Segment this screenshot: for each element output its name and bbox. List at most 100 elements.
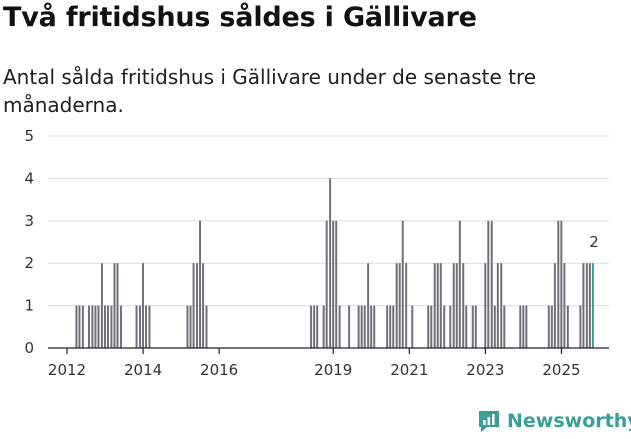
bar [449, 305, 452, 348]
bar [316, 305, 319, 348]
bar [395, 263, 398, 348]
bar [87, 305, 90, 348]
bar [519, 305, 522, 348]
bar [496, 263, 499, 348]
bar [138, 305, 141, 348]
bar [430, 305, 433, 348]
brand-name: Newsworthy [507, 410, 631, 432]
bar [78, 305, 81, 348]
bar [75, 305, 78, 348]
bar [94, 305, 97, 348]
bar [335, 220, 338, 348]
bar [484, 263, 487, 348]
x-tick-label: 2023 [466, 361, 504, 379]
bar [490, 220, 493, 348]
newsworthy-brand[interactable]: Newsworthy [476, 408, 631, 434]
bar [110, 305, 113, 348]
bar [503, 305, 506, 348]
x-tick-label: 2012 [48, 361, 86, 379]
bar [452, 263, 455, 348]
x-tick-label: 2014 [124, 361, 162, 379]
bar [360, 305, 363, 348]
bar [579, 305, 582, 348]
bar [462, 263, 465, 348]
chart-subtitle: Antal sålda fritidshus i Gällivare under… [3, 65, 537, 117]
bar [367, 263, 370, 348]
bar [322, 305, 325, 348]
bar [81, 305, 84, 348]
bar [465, 305, 468, 348]
bar [192, 263, 195, 348]
bar [202, 263, 205, 348]
bar [398, 263, 401, 348]
bar [401, 220, 404, 348]
bar [439, 263, 442, 348]
bar [145, 305, 148, 348]
bar [553, 263, 556, 348]
y-tick-label: 0 [24, 339, 34, 357]
bar [493, 305, 496, 348]
bar [97, 305, 100, 348]
bar [550, 305, 553, 348]
bar [411, 305, 414, 348]
bar-chart: 0 1 2 3 4 5 2 2012 2014 2016 2019 2021 2023 2025 [24, 127, 609, 379]
bar [547, 305, 550, 348]
y-tick-label: 2 [24, 254, 34, 272]
x-tick-label: 2025 [542, 361, 580, 379]
bar [433, 263, 436, 348]
bar [500, 263, 503, 348]
bar [325, 220, 328, 348]
bar [471, 305, 474, 348]
bar [186, 305, 189, 348]
bar [458, 220, 461, 348]
highlight-value-label: 2 [589, 233, 599, 251]
bar [582, 263, 585, 348]
highlight-bar [591, 263, 594, 348]
bar [107, 305, 109, 348]
bar [116, 263, 119, 348]
chart-title: Två fritidshus såldes i Gällivare [3, 2, 477, 33]
y-tick-label: 1 [24, 297, 34, 315]
bar [427, 305, 430, 348]
y-tick-label: 4 [24, 169, 34, 187]
bar [443, 305, 446, 348]
bar [113, 263, 116, 348]
bar [100, 263, 103, 348]
bar [205, 305, 208, 348]
bar [566, 305, 569, 348]
bar [142, 263, 144, 348]
bar [522, 305, 525, 348]
bar [338, 305, 341, 348]
bars [75, 178, 594, 348]
newsworthy-logo-icon [479, 411, 499, 432]
bar [363, 305, 366, 348]
bar [392, 305, 395, 348]
bar [436, 263, 439, 348]
bar [310, 305, 313, 348]
bar [332, 220, 335, 348]
bar [487, 220, 490, 348]
bar [103, 305, 106, 348]
bar [389, 305, 392, 348]
bar [148, 305, 151, 348]
y-tick-label: 3 [24, 212, 34, 230]
bar [313, 305, 316, 348]
bar [370, 305, 373, 348]
x-tick-label: 2016 [200, 361, 238, 379]
bar [348, 305, 351, 348]
bar [560, 220, 563, 348]
axes: 0 1 2 3 4 5 2 2012 2014 2016 2019 2021 2023 2025 [24, 127, 609, 379]
bar [91, 305, 94, 348]
bar [557, 220, 560, 348]
bar [405, 263, 408, 348]
bar [386, 305, 389, 348]
bar [474, 305, 477, 348]
bar [119, 305, 122, 348]
bar [189, 305, 192, 348]
bar [357, 305, 360, 348]
bar [329, 178, 332, 348]
bar [196, 263, 198, 348]
x-tick-label: 2021 [390, 361, 428, 379]
bar [563, 263, 566, 348]
gridlines [48, 135, 609, 307]
